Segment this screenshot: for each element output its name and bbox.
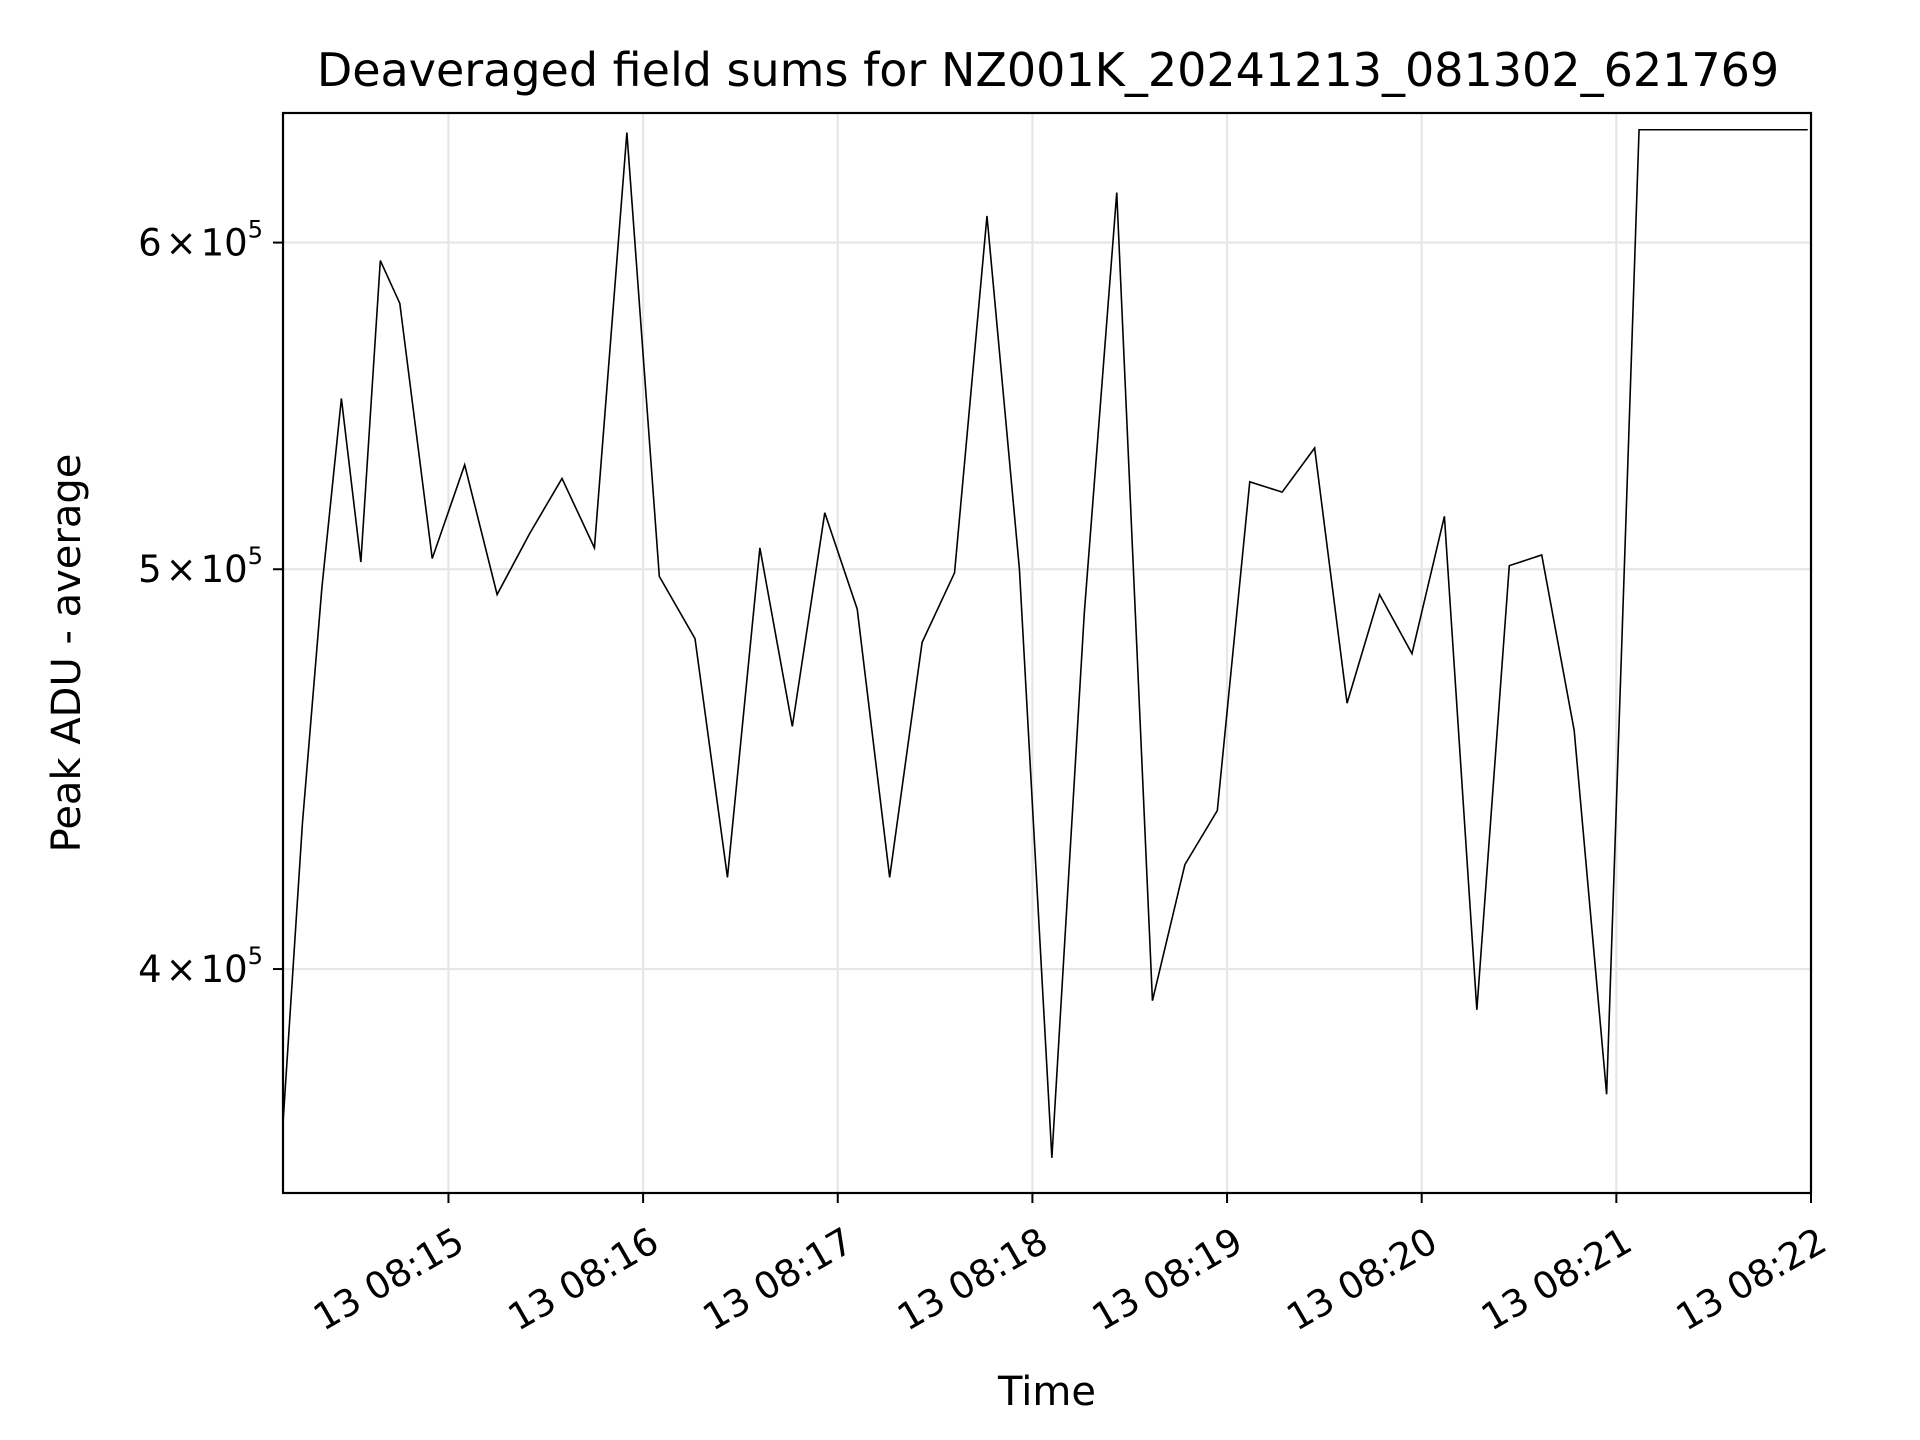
data-series (282, 128, 1808, 1158)
y-axis-ticks: 4 × 105 5 × 105 6 × 105 (138, 216, 283, 991)
y-tick-label: 4 × 105 (138, 942, 263, 991)
y-tick-label: 5 × 105 (138, 542, 263, 591)
x-axis-label: Time (997, 1369, 1096, 1415)
chart-title: Deaveraged field sums for NZ001K_2024121… (317, 43, 1779, 97)
y-axis-label: Peak ADU - average (44, 454, 90, 853)
series-line (282, 128, 1808, 1158)
plot-frame (281, 111, 1813, 1195)
y-tick-label: 6 × 105 (138, 216, 263, 265)
